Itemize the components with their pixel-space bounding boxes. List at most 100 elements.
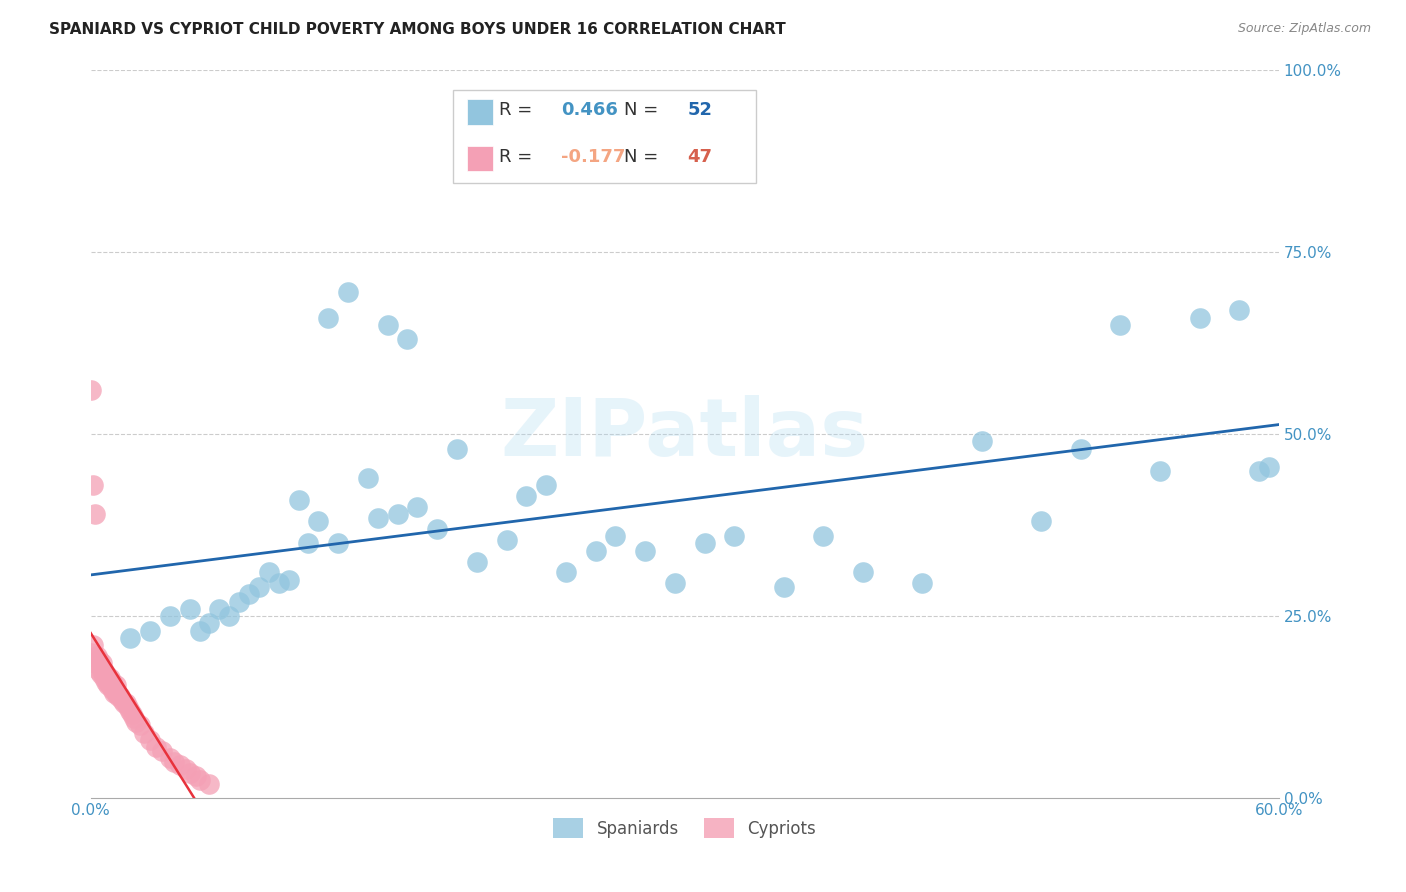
FancyBboxPatch shape: [453, 90, 756, 183]
Point: [723, 529, 745, 543]
Point: [93, 664, 115, 678]
Point: [813, 529, 835, 543]
Point: [1149, 463, 1171, 477]
Text: R =: R =: [499, 147, 538, 166]
Point: [100, 678, 122, 692]
Point: [515, 489, 537, 503]
Point: [1031, 515, 1053, 529]
Point: [145, 740, 167, 755]
Text: N =: N =: [624, 101, 664, 119]
Legend: Spaniards, Cypriots: Spaniards, Cypriots: [547, 812, 823, 845]
Point: [82, 638, 104, 652]
Text: Source: ZipAtlas.com: Source: ZipAtlas.com: [1237, 22, 1371, 36]
Point: [297, 536, 319, 550]
Point: [139, 732, 162, 747]
Text: 47: 47: [688, 147, 713, 166]
Point: [107, 690, 129, 704]
Point: [96, 674, 118, 689]
Point: [664, 576, 686, 591]
Point: [377, 318, 399, 332]
Point: [184, 769, 207, 783]
Point: [93, 671, 115, 685]
Point: [82, 478, 104, 492]
Point: [1188, 310, 1211, 325]
Point: [91, 657, 114, 671]
Point: [257, 566, 280, 580]
Point: [198, 616, 221, 631]
Point: [247, 580, 270, 594]
Text: 0.466: 0.466: [561, 101, 619, 119]
Text: 52: 52: [688, 101, 713, 119]
Point: [218, 609, 240, 624]
Point: [267, 576, 290, 591]
Point: [208, 602, 231, 616]
Point: [139, 624, 162, 638]
Point: [97, 674, 120, 689]
Point: [163, 755, 186, 769]
Point: [101, 681, 124, 696]
Point: [96, 667, 118, 681]
Point: [103, 685, 125, 699]
Text: -0.177: -0.177: [561, 147, 626, 166]
Point: [188, 624, 211, 638]
Bar: [467, 99, 494, 125]
Point: [91, 664, 114, 678]
Point: [605, 529, 627, 543]
Point: [79, 646, 101, 660]
Point: [238, 587, 260, 601]
Point: [634, 543, 657, 558]
Point: [100, 671, 122, 685]
Point: [97, 678, 120, 692]
Point: [277, 573, 299, 587]
Point: [228, 594, 250, 608]
Point: [79, 384, 101, 398]
Point: [122, 711, 145, 725]
Point: [112, 697, 135, 711]
Point: [120, 704, 142, 718]
Point: [328, 536, 350, 550]
Point: [316, 310, 339, 325]
Point: [367, 511, 389, 525]
Point: [555, 566, 578, 580]
Text: N =: N =: [624, 147, 664, 166]
Point: [1070, 442, 1092, 456]
Point: [121, 707, 143, 722]
Point: [110, 690, 132, 704]
Point: [1249, 463, 1271, 477]
Point: [387, 507, 409, 521]
Point: [105, 678, 128, 692]
Point: [83, 657, 105, 671]
Point: [426, 522, 449, 536]
Text: SPANIARD VS CYPRIOT CHILD POVERTY AMONG BOYS UNDER 16 CORRELATION CHART: SPANIARD VS CYPRIOT CHILD POVERTY AMONG …: [49, 22, 786, 37]
Point: [174, 762, 197, 776]
Text: ZIPatlas: ZIPatlas: [501, 395, 869, 473]
Point: [87, 653, 110, 667]
Point: [406, 500, 429, 514]
Point: [86, 649, 108, 664]
Point: [1227, 303, 1250, 318]
Point: [693, 536, 716, 550]
Point: [89, 667, 111, 681]
Point: [117, 700, 139, 714]
Point: [495, 533, 517, 547]
Point: [115, 697, 138, 711]
Point: [179, 765, 201, 780]
Point: [446, 442, 468, 456]
Point: [337, 285, 360, 299]
Point: [132, 725, 155, 739]
Point: [87, 664, 110, 678]
Point: [198, 776, 221, 790]
Point: [307, 515, 329, 529]
Point: [1109, 318, 1132, 332]
Point: [534, 478, 557, 492]
Point: [852, 566, 875, 580]
Point: [150, 744, 173, 758]
Point: [188, 772, 211, 787]
Point: [772, 580, 794, 594]
Point: [120, 631, 142, 645]
Point: [103, 681, 125, 696]
Bar: [467, 145, 494, 171]
Point: [105, 685, 128, 699]
Point: [83, 507, 105, 521]
Point: [357, 471, 380, 485]
